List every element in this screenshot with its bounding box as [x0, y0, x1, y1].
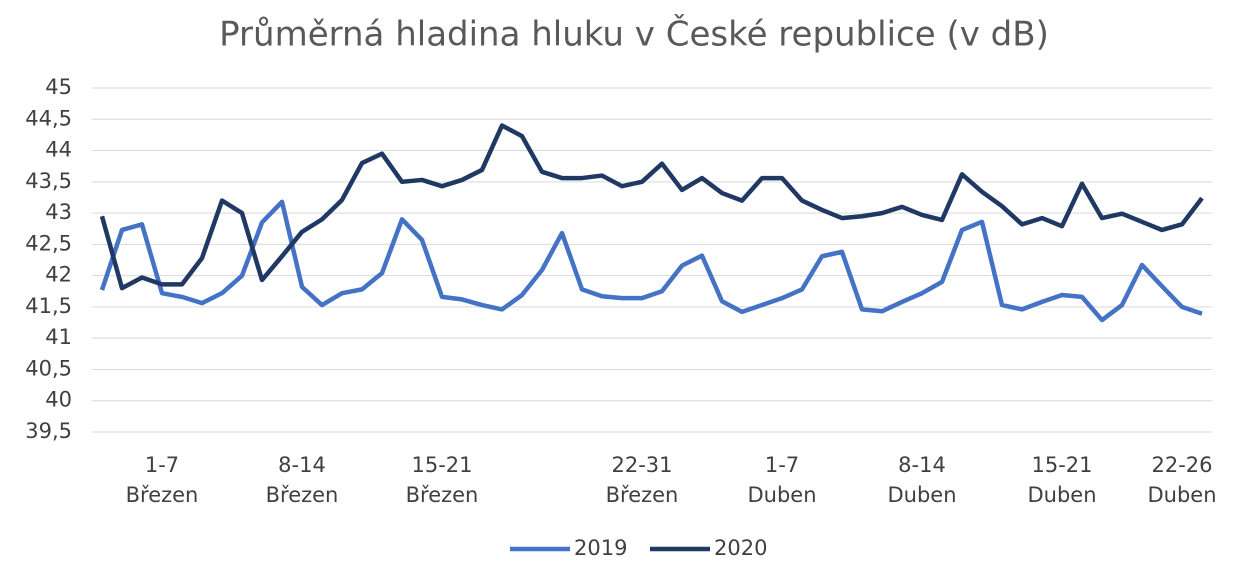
x-tick-label: 1-7 Duben: [747, 453, 816, 507]
x-tick-label: 22-31 Březen: [606, 453, 679, 507]
y-tick-label: 43: [45, 200, 72, 224]
y-tick-label: 41: [45, 325, 72, 349]
x-tick-label: 8-14 Březen: [266, 453, 339, 507]
y-tick-label: 42: [45, 263, 72, 287]
chart-title: Průměrná hladina hluku v České republice…: [219, 14, 1049, 55]
y-tick-label: 42,5: [25, 231, 72, 255]
y-tick-label: 39,5: [25, 419, 72, 443]
y-tick-label: 40,5: [25, 356, 72, 380]
series-line: [99, 123, 1204, 291]
y-tick-label: 40: [45, 388, 72, 412]
series-line: [99, 199, 1203, 323]
y-tick-label: 45: [45, 75, 72, 99]
y-tick-label: 44: [45, 138, 72, 162]
x-tick-label: 22-26 Duben: [1147, 453, 1216, 507]
y-tick-label: 44,5: [25, 106, 72, 130]
x-tick-label: 1-7 Březen: [126, 453, 199, 507]
y-tick-label: 41,5: [25, 294, 72, 318]
x-tick-label: 15-21 Duben: [1027, 453, 1096, 507]
legend-label: 2020: [714, 536, 767, 560]
x-tick-label: 8-14 Duben: [887, 453, 956, 507]
y-tick-label: 43,5: [25, 169, 72, 193]
legend-label: 2019: [574, 536, 627, 560]
x-tick-label: 15-21 Březen: [406, 453, 479, 507]
